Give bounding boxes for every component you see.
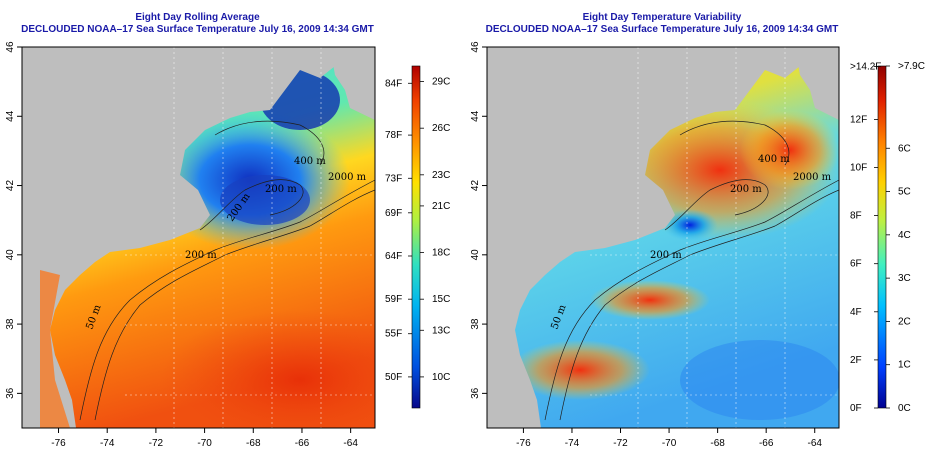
contour-label: 200 m	[185, 250, 217, 261]
contour-label: 400 m	[758, 154, 790, 165]
left-map-frame	[21, 46, 376, 429]
colorbar-fahrenheit-label: 4F	[850, 307, 862, 318]
colorbar-celsius-label: >7.9C	[898, 61, 925, 72]
lon-tick-label: -76	[51, 438, 66, 449]
right-map-frame	[486, 46, 840, 429]
contour-label: 2000 m	[793, 172, 832, 183]
colorbar-fahrenheit-label: 50F	[385, 372, 402, 383]
right-subtitle: DECLOUDED NOAA–17 Sea Surface Temperatur…	[485, 24, 839, 35]
low-variability-patch	[662, 209, 718, 241]
left-map	[22, 47, 375, 428]
colorbar-celsius-label: 13C	[432, 325, 450, 336]
left-bathymetry-contours	[79, 120, 375, 421]
lon-tick-label: -76	[516, 438, 531, 449]
colorbar-celsius-label: 6C	[898, 143, 911, 154]
colorbar-celsius-label: 10C	[432, 372, 450, 383]
lat-tick-label: 36	[5, 387, 16, 399]
axes-layer: -76 -74 -72 -70 -68 -66 -64 36 38 40 42 44 46 -76 -74 -…	[5, 41, 925, 449]
lon-tick-label: -70	[197, 438, 212, 449]
lat-tick-label: 44	[470, 110, 481, 122]
lat-tick-label: 46	[470, 41, 481, 53]
colorbar-celsius-label: 1C	[898, 360, 911, 371]
colorbar-celsius-label: 5C	[898, 187, 911, 198]
lat-tick-label: 36	[470, 387, 481, 399]
lon-tick-label: -68	[246, 438, 261, 449]
colorbar-celsius-label: 23C	[432, 170, 450, 181]
contour-label: 200 m	[265, 184, 297, 195]
colorbar-celsius-label: 4C	[898, 230, 911, 241]
right-title: Eight Day Temperature Variability	[582, 12, 742, 23]
colorbar-fahrenheit-label: 2F	[850, 355, 862, 366]
colorbar-fahrenheit-label: 64F	[385, 251, 402, 262]
right-bathymetry-contours	[544, 120, 839, 421]
left-title: Eight Day Rolling Average	[135, 12, 260, 23]
sst-colorbar	[411, 65, 421, 409]
colorbar-fahrenheit-label: 8F	[850, 211, 862, 222]
lat-tick-label: 42	[5, 180, 16, 192]
left-subtitle: DECLOUDED NOAA–17 Sea Surface Temperatur…	[21, 24, 374, 35]
lon-tick-label: -74	[100, 438, 115, 449]
colorbar-fahrenheit-label: 0F	[850, 403, 862, 414]
colorbar-celsius-label: 29C	[432, 77, 450, 88]
colorbar-fahrenheit-label: 6F	[850, 259, 862, 270]
colorbar-fahrenheit-label: 84F	[385, 78, 402, 89]
lon-tick-label: -72	[613, 438, 628, 449]
lat-tick-label: 38	[5, 318, 16, 330]
lat-tick-label: 46	[5, 41, 16, 53]
colorbar-celsius-label: 0C	[898, 403, 911, 414]
lat-tick-label: 38	[470, 318, 481, 330]
colorbar-celsius-label: 2C	[898, 316, 911, 327]
lon-tick-label: -68	[710, 438, 725, 449]
colorbar-fahrenheit-label: 59F	[385, 294, 402, 305]
contour-label: 400 m	[294, 156, 326, 167]
colorbar-celsius-label: 21C	[432, 201, 450, 212]
land-mass	[487, 47, 837, 428]
variability-colorbar	[877, 65, 887, 409]
colorbar-celsius-label: 15C	[432, 294, 450, 305]
right-map	[487, 47, 839, 428]
colorbar-fahrenheit-label: 55F	[385, 329, 402, 340]
colorbar-fahrenheit-label: 73F	[385, 173, 402, 184]
lon-tick-label: -66	[759, 438, 774, 449]
colorbar-fahrenheit-label: 78F	[385, 130, 402, 141]
lon-tick-label: -66	[295, 438, 310, 449]
land-mass	[22, 47, 372, 428]
colorbar-fahrenheit-label: >14.2F	[850, 61, 881, 72]
colorbar-fahrenheit-label: 12F	[850, 114, 867, 125]
lon-tick-label: -64	[807, 438, 822, 449]
colorbar-celsius-label: 3C	[898, 273, 911, 284]
lon-tick-label: -72	[149, 438, 164, 449]
lon-tick-label: -70	[662, 438, 677, 449]
lat-tick-label: 42	[470, 180, 481, 192]
lat-tick-label: 44	[5, 110, 16, 122]
colorbar-fahrenheit-label: 10F	[850, 162, 867, 173]
left-graticule	[125, 47, 375, 428]
contour-label: 2000 m	[328, 172, 367, 183]
colorbar-fahrenheit-label: 69F	[385, 208, 402, 219]
contour-label: 200 m	[650, 250, 682, 261]
lon-tick-label: -74	[565, 438, 580, 449]
colorbar-celsius-label: 26C	[432, 123, 450, 134]
lat-tick-label: 40	[470, 249, 481, 261]
lat-tick-label: 40	[5, 249, 16, 261]
colorbar-celsius-label: 18C	[432, 248, 450, 259]
contour-label: 200 m	[730, 184, 762, 195]
right-graticule	[590, 47, 839, 428]
lon-tick-label: -64	[343, 438, 358, 449]
